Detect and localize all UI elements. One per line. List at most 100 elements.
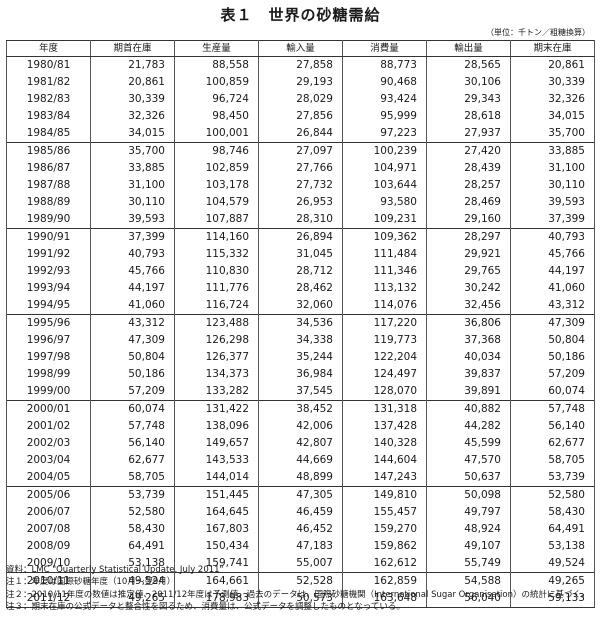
- cell-production: 114,160: [174, 228, 259, 246]
- cell-production: 167,803: [174, 521, 259, 538]
- cell-opening-stock: 50,804: [90, 349, 175, 366]
- table-row: 1984/85 34,015 100,001 26,844 97,223 27,937 35…: [6, 125, 595, 143]
- table-row: 1982/83 30,339 96,724 28,029 93,424 29,343 32,…: [6, 91, 595, 108]
- cell-production: 133,282: [174, 383, 259, 401]
- cell-consumption: 111,484: [342, 246, 427, 263]
- cell-consumption: 159,270: [342, 521, 427, 538]
- cell-year: 2010/11: [6, 572, 91, 590]
- cell-imports: 27,858: [258, 56, 343, 74]
- cell-imports: 27,097: [258, 142, 343, 160]
- table-row: 1980/81 21,783 88,558 27,858 88,773 28,565 20,…: [6, 56, 595, 74]
- cell-closing-stock: 49,265: [510, 572, 595, 590]
- cell-consumption: 162,612: [342, 555, 427, 573]
- cell-consumption: 119,773: [342, 332, 427, 349]
- cell-year: 1986/87: [6, 160, 91, 177]
- table-row: 1986/87 33,885 102,859 27,766 104,971 28,439 3…: [6, 160, 595, 177]
- cell-opening-stock: 35,700: [90, 142, 175, 160]
- cell-consumption: 95,999: [342, 108, 427, 125]
- cell-year: 1999/00: [6, 383, 91, 401]
- cell-closing-stock: 50,804: [510, 332, 595, 349]
- cell-exports: 50,637: [426, 469, 511, 487]
- cell-exports: 29,160: [426, 211, 511, 229]
- cell-opening-stock: 62,677: [90, 452, 175, 469]
- cell-production: 138,096: [174, 418, 259, 435]
- cell-consumption: 122,204: [342, 349, 427, 366]
- cell-year: 1995/96: [6, 314, 91, 332]
- note-source: 資料：LMC "Quarterly Statistical Update, Ju…: [6, 565, 224, 575]
- cell-production: 107,887: [174, 211, 259, 229]
- cell-consumption: 109,231: [342, 211, 427, 229]
- cell-exports: 27,420: [426, 142, 511, 160]
- cell-production: 164,661: [174, 572, 259, 590]
- cell-imports: 32,060: [258, 297, 343, 315]
- cell-closing-stock: 47,309: [510, 314, 595, 332]
- cell-year: 1996/97: [6, 332, 91, 349]
- cell-exports: 39,837: [426, 366, 511, 383]
- cell-imports: 28,462: [258, 280, 343, 297]
- cell-exports: 40,882: [426, 400, 511, 418]
- cell-imports: 44,669: [258, 452, 343, 469]
- cell-opening-stock: 20,861: [90, 74, 175, 91]
- cell-imports: 46,459: [258, 504, 343, 521]
- cell-imports: 29,193: [258, 74, 343, 91]
- cell-production: 88,558: [174, 56, 259, 74]
- cell-production: 126,377: [174, 349, 259, 366]
- table-row: 1987/88 31,100 103,178 27,732 103,644 28,257 3…: [6, 177, 595, 194]
- cell-opening-stock: 53,739: [90, 486, 175, 504]
- cell-exports: 28,469: [426, 194, 511, 211]
- cell-opening-stock: 50,186: [90, 366, 175, 383]
- cell-consumption: 100,239: [342, 142, 427, 160]
- cell-closing-stock: 30,339: [510, 74, 595, 91]
- table-row: 1999/00 57,209 133,282 37,545 128,070 39,891 6…: [6, 383, 595, 401]
- cell-year: 1994/95: [6, 297, 91, 315]
- cell-closing-stock: 20,861: [510, 56, 595, 74]
- cell-production: 98,746: [174, 142, 259, 160]
- cell-production: 164,645: [174, 504, 259, 521]
- table-row: 1992/93 45,766 110,830 28,712 111,346 29,765 4…: [6, 263, 595, 280]
- cell-imports: 27,732: [258, 177, 343, 194]
- cell-opening-stock: 31,100: [90, 177, 175, 194]
- cell-opening-stock: 52,580: [90, 504, 175, 521]
- table-row: 2002/03 56,140 149,657 42,807 140,328 45,599 6…: [6, 435, 595, 452]
- cell-consumption: 88,773: [342, 56, 427, 74]
- cell-imports: 34,536: [258, 314, 343, 332]
- cell-exports: 32,456: [426, 297, 511, 315]
- cell-year: 1993/94: [6, 280, 91, 297]
- header-production: 生産量: [174, 40, 259, 57]
- cell-closing-stock: 43,312: [510, 297, 595, 315]
- cell-exports: 30,106: [426, 74, 511, 91]
- cell-imports: 48,899: [258, 469, 343, 487]
- cell-closing-stock: 53,138: [510, 538, 595, 555]
- cell-production: 98,450: [174, 108, 259, 125]
- cell-imports: 50,573: [258, 590, 343, 608]
- cell-production: 123,488: [174, 314, 259, 332]
- cell-opening-stock: 45,766: [90, 263, 175, 280]
- cell-year: 1989/90: [6, 211, 91, 229]
- cell-imports: 38,452: [258, 400, 343, 418]
- table-row: 1985/86 35,700 98,746 27,097 100,239 27,420 33…: [6, 142, 595, 160]
- cell-year: 2007/08: [6, 521, 91, 538]
- cell-closing-stock: 59,133: [510, 590, 595, 608]
- cell-closing-stock: 52,580: [510, 486, 595, 504]
- cell-year: 2011/12: [6, 590, 91, 608]
- cell-opening-stock: 34,015: [90, 125, 175, 143]
- cell-opening-stock: 37,399: [90, 228, 175, 246]
- cell-exports: 50,098: [426, 486, 511, 504]
- cell-consumption: 103,644: [342, 177, 427, 194]
- header-consumption: 消費量: [342, 40, 427, 57]
- cell-exports: 28,257: [426, 177, 511, 194]
- cell-production: 110,830: [174, 263, 259, 280]
- cell-opening-stock: 21,783: [90, 56, 175, 74]
- table-row: 1990/91 37,399 114,160 26,894 109,362 28,297 4…: [6, 228, 595, 246]
- cell-imports: 26,953: [258, 194, 343, 211]
- cell-production: 104,579: [174, 194, 259, 211]
- cell-consumption: 117,220: [342, 314, 427, 332]
- cell-opening-stock: 49,265: [90, 590, 175, 608]
- cell-consumption: 93,580: [342, 194, 427, 211]
- cell-imports: 27,856: [258, 108, 343, 125]
- cell-year: 1992/93: [6, 263, 91, 280]
- cell-year: 1983/84: [6, 108, 91, 125]
- cell-closing-stock: 30,110: [510, 177, 595, 194]
- header-exports: 輸出量: [426, 40, 511, 57]
- cell-opening-stock: 64,491: [90, 538, 175, 555]
